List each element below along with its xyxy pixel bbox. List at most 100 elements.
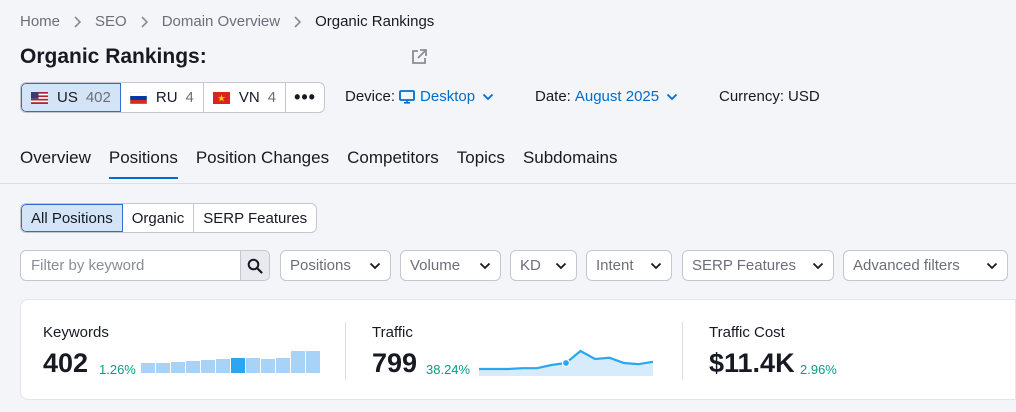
keyword-filter [20, 250, 270, 281]
keywords-trend-chart[interactable] [141, 351, 321, 373]
keywords-trend-bar [261, 358, 275, 373]
metric-label: Keywords [43, 324, 109, 341]
breadcrumb-home[interactable]: Home [20, 13, 61, 30]
traffic-trend-point [561, 358, 571, 368]
tab-competitors[interactable]: Competitors [347, 148, 439, 167]
tabs-divider [0, 183, 1016, 184]
chevron-down-icon [479, 262, 491, 269]
traffic-cost-metric: Traffic Cost $11.4K 2.96% [709, 300, 1009, 399]
chevron-down-icon [555, 262, 567, 269]
currency-display: Currency: USD [719, 88, 820, 105]
external-link-icon[interactable] [410, 48, 428, 66]
kd-dropdown[interactable]: KD [510, 250, 577, 281]
chevron-right-icon [74, 15, 82, 28]
keywords-trend-bar [171, 362, 185, 373]
keywords-trend-bar [141, 363, 155, 373]
breadcrumb-seo[interactable]: SEO [95, 13, 127, 30]
keywords-trend-bar [246, 357, 260, 373]
database-code: US [57, 89, 78, 106]
summary-card: Keywords 402 1.26% Traffic 799 38.24% Tr… [20, 299, 1016, 400]
chevron-down-icon [650, 262, 662, 269]
metric-delta: 2.96% [800, 362, 837, 377]
keywords-metric: Keywords 402 1.26% [43, 300, 343, 399]
position-type-filter: All Positions Organic SERP Features [20, 203, 318, 233]
date-label: Date: [535, 88, 571, 105]
database-code: RU [155, 89, 178, 106]
chevron-down-icon [986, 262, 998, 269]
metric-divider [345, 322, 346, 380]
positions-dropdown[interactable]: Positions [280, 250, 391, 281]
date-value: August 2025 [574, 88, 660, 105]
search-button[interactable] [240, 251, 269, 280]
chevron-down-icon [666, 93, 678, 100]
metric-value[interactable]: 799 [372, 348, 418, 378]
breadcrumb-organic-rankings: Organic Rankings [315, 13, 435, 30]
date-selector: Date: August 2025 [535, 88, 678, 105]
dropdown-label: SERP Features [692, 257, 796, 274]
dropdown-label: Volume [410, 257, 461, 274]
database-vn-button[interactable]: VN 4 [204, 83, 287, 112]
metric-divider [682, 322, 683, 380]
chevron-down-icon [369, 262, 381, 269]
chevron-down-icon [482, 93, 494, 100]
dropdown-label: KD [520, 257, 541, 274]
all-positions-button[interactable]: All Positions [21, 204, 123, 232]
organic-button[interactable]: Organic [123, 204, 195, 232]
traffic-trend-chart[interactable] [479, 348, 653, 376]
currency-value: USD [788, 88, 820, 105]
vn-flag-icon [212, 91, 230, 104]
metric-delta: 1.26% [99, 362, 136, 377]
keywords-trend-bar [156, 363, 170, 373]
device-label: Device: [345, 88, 396, 105]
serp-features-dropdown[interactable]: SERP Features [682, 250, 834, 281]
dropdown-label: Positions [290, 257, 351, 274]
intent-dropdown[interactable]: Intent [586, 250, 672, 281]
keywords-trend-bar [201, 359, 215, 373]
volume-dropdown[interactable]: Volume [400, 250, 501, 281]
search-icon [247, 258, 263, 274]
currency-label: Currency: [719, 88, 785, 105]
device-value: Desktop [420, 88, 476, 105]
database-count: 4 [185, 89, 194, 106]
dropdown-label: Advanced filters [853, 257, 960, 274]
breadcrumb-domain-overview[interactable]: Domain Overview [161, 13, 281, 30]
tab-positions[interactable]: Positions [108, 148, 178, 179]
title-row: Organic Rankings: [20, 45, 207, 69]
keywords-trend-bar [276, 357, 290, 373]
chevron-down-icon [812, 262, 824, 269]
date-dropdown[interactable]: August 2025 [575, 88, 678, 105]
database-selector: US 402 RU 4 VN 4 ••• [20, 82, 325, 113]
dropdown-label: Intent [596, 257, 634, 274]
advanced-filters-dropdown[interactable]: Advanced filters [843, 250, 1008, 281]
traffic-metric: Traffic 799 38.24% [372, 300, 672, 399]
database-ru-button[interactable]: RU 4 [121, 83, 204, 112]
page-title: Organic Rankings: [20, 45, 207, 68]
us-flag-icon [31, 91, 48, 104]
database-count: 402 [85, 89, 111, 106]
keywords-trend-bar [291, 351, 305, 373]
tab-position-changes[interactable]: Position Changes [195, 148, 330, 167]
device-dropdown[interactable]: Desktop [399, 88, 494, 105]
breadcrumb: Home SEO Domain Overview Organic Ranking… [20, 13, 434, 30]
chevron-right-icon [294, 15, 302, 28]
chevron-right-icon [141, 15, 148, 28]
keyword-search-input[interactable] [21, 251, 240, 280]
tab-overview[interactable]: Overview [20, 148, 91, 167]
metric-label: Traffic Cost [709, 324, 785, 341]
metric-value[interactable]: 402 [43, 348, 89, 378]
keywords-trend-bar [231, 357, 245, 373]
keywords-trend-bar [186, 360, 200, 373]
device-selector: Device: Desktop [345, 88, 494, 105]
report-tabs: Overview Positions Position Changes Comp… [20, 148, 635, 179]
database-count: 4 [267, 89, 277, 106]
ru-flag-icon [129, 91, 147, 104]
tab-topics[interactable]: Topics [456, 148, 505, 167]
serp-features-button[interactable]: SERP Features [203, 209, 308, 227]
tab-subdomains[interactable]: Subdomains [522, 148, 618, 167]
more-databases-button[interactable]: ••• [294, 87, 316, 107]
metric-label: Traffic [372, 324, 413, 341]
database-us-button[interactable]: US 402 [21, 83, 121, 112]
metric-value[interactable]: $11.4K [709, 348, 795, 378]
monitor-icon [399, 89, 415, 104]
keywords-trend-bar [306, 351, 320, 373]
